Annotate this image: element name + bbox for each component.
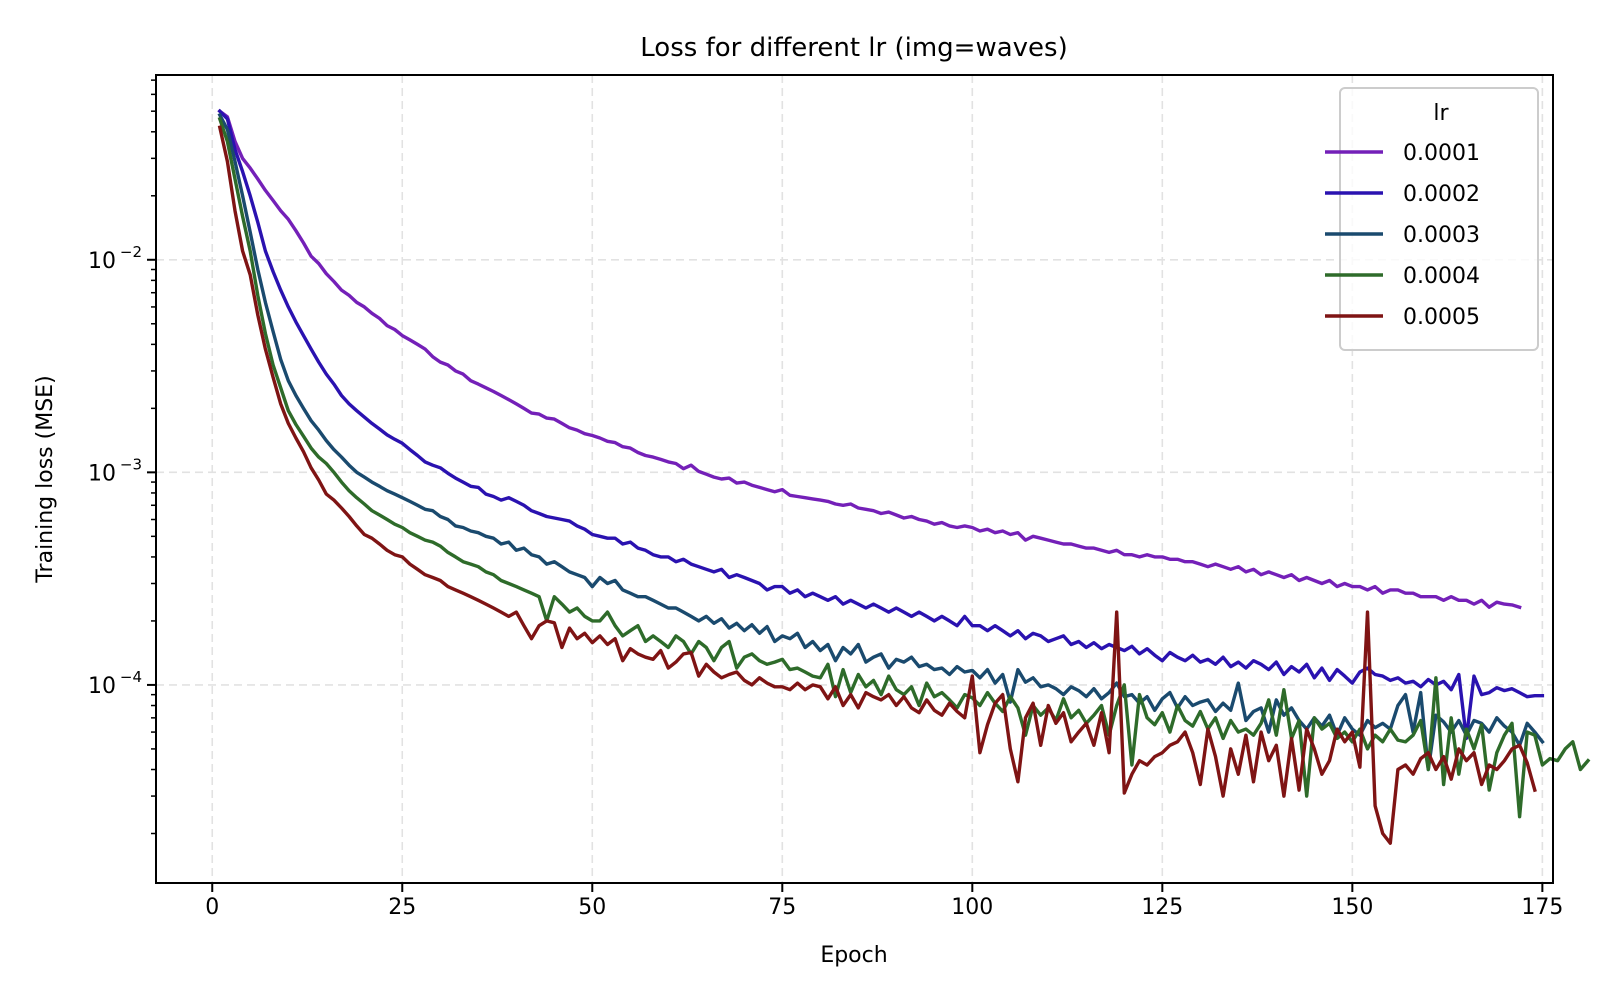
series-layer [217,108,1591,845]
y-axis-label: Training loss (MSE) [33,375,58,583]
legend-label: 0.0004 [1403,264,1480,289]
series-line-lr-0.0002 [217,108,1545,741]
x-tick-label: 150 [1331,895,1373,920]
x-axis: 0 25 50 75 100 125 150 175 [205,883,1563,920]
legend-label: 0.0003 [1403,223,1480,248]
y-tick-exponent: −4 [120,668,142,686]
x-tick-label: 0 [205,895,219,920]
chart-title: Loss for different lr (img=waves) [640,33,1067,63]
y-tick-label: 10 [88,674,116,699]
x-tick-label: 125 [1141,895,1183,920]
x-tick-label: 100 [951,895,993,920]
legend-entry: 0.0005 [1325,305,1480,330]
legend-entry: 0.0003 [1325,223,1480,248]
legend-entry: 0.0002 [1325,182,1480,207]
legend-title: lr [1433,101,1449,126]
y-tick-label: 10 [88,249,116,274]
legend: lr 0.0001 0.0002 0.0003 0.0004 0.0005 [1325,87,1539,351]
legend-box [1339,87,1539,351]
legend-entries: 0.0001 0.0002 0.0003 0.0004 0.0005 [1325,141,1480,330]
x-axis-label: Epoch [820,943,887,968]
y-axis: 10−210−310−4 [88,79,156,835]
y-tick-exponent: −2 [120,243,142,261]
series-line-lr-0.0001 [217,108,1522,610]
legend-entry: 0.0001 [1325,141,1480,166]
x-tick-label: 75 [768,895,796,920]
y-tick-label: 10 [88,461,116,486]
x-tick-label: 25 [388,895,416,920]
x-tick-label: 50 [578,895,606,920]
grid [156,75,1553,883]
axes-frame [155,74,1554,884]
legend-entry: 0.0004 [1325,264,1480,289]
y-tick-exponent: −3 [120,455,142,473]
legend-label: 0.0002 [1403,182,1480,207]
series-line-lr-0.0005 [217,125,1537,845]
series-line-lr-0.0004 [217,116,1591,819]
legend-label: 0.0001 [1403,141,1480,166]
x-tick-label: 175 [1521,895,1563,920]
legend-label: 0.0005 [1403,305,1480,330]
